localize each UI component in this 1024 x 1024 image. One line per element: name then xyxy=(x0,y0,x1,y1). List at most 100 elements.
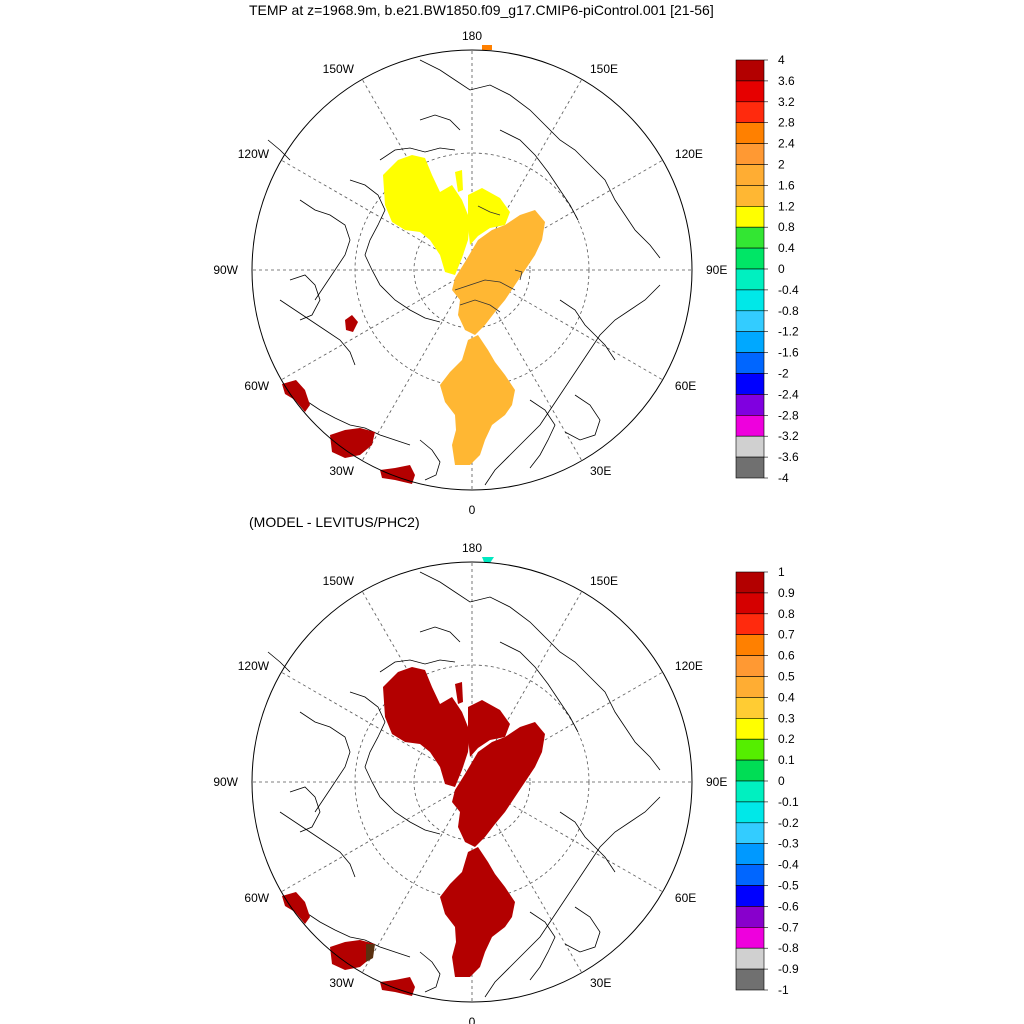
colorbar-swatch xyxy=(735,456,765,479)
colorbar-swatch xyxy=(735,697,765,719)
longitude-label: 0 xyxy=(469,1015,476,1024)
longitude-label: 120W xyxy=(238,659,270,673)
colorbar-label: -0.6 xyxy=(778,899,799,913)
colorbar-label: 0.8 xyxy=(778,220,795,234)
longitude-label: 60E xyxy=(675,891,696,905)
colorbar-label: 1.2 xyxy=(778,199,795,213)
colorbar-swatch xyxy=(735,885,765,907)
colorbar-label: 0.7 xyxy=(778,628,795,642)
polar-map-panel-2: 180 150E 120E 90E 60E 30E 0 30W 60W 90W 120W 150W 1… xyxy=(213,541,799,1024)
colorbar-swatch xyxy=(735,310,765,332)
difference-fill-regions xyxy=(282,667,545,996)
colorbar-swatch xyxy=(735,289,765,312)
colorbar-label: -0.5 xyxy=(778,879,799,893)
colorbar-swatch xyxy=(735,571,765,594)
colorbar-swatch xyxy=(735,613,765,635)
colorbar-label: 0 xyxy=(778,774,785,788)
colorbar-swatch xyxy=(735,655,765,677)
longitude-label: 60W xyxy=(244,379,269,393)
difference-fill-region-cyan xyxy=(482,557,494,563)
colorbar: 4 3.6 3.2 2.8 2.4 2 1.6 1.2 0.8 0.4 0 -0.4 -0.8 -1.2 -… xyxy=(735,53,799,485)
colorbar-swatch xyxy=(735,780,765,803)
longitude-label: 150W xyxy=(323,62,355,76)
longitude-label: 0 xyxy=(469,503,476,517)
colorbar-swatch xyxy=(735,122,765,144)
colorbar-label: 0.2 xyxy=(778,732,795,746)
colorbar-swatch xyxy=(735,414,765,437)
colorbar-swatch xyxy=(735,634,765,656)
colorbar-label: -0.7 xyxy=(778,920,799,934)
colorbar-swatch xyxy=(735,759,765,782)
colorbar-label: -1.6 xyxy=(778,346,799,360)
colorbar-label: 0.4 xyxy=(778,690,795,704)
colorbar-swatch xyxy=(735,926,765,949)
longitude-label: 30E xyxy=(590,464,611,478)
colorbar-swatch xyxy=(735,864,765,886)
longitude-label: 30E xyxy=(590,976,611,990)
temperature-fill-regions xyxy=(282,45,545,484)
colorbar-label: -2.8 xyxy=(778,408,799,422)
colorbar-label: -0.8 xyxy=(778,304,799,318)
coastlines xyxy=(267,571,661,998)
colorbar-label: 0.9 xyxy=(778,586,795,600)
colorbar-label: -0.1 xyxy=(778,795,799,809)
colorbar-label: -0.8 xyxy=(778,941,799,955)
longitude-label: 120W xyxy=(238,147,270,161)
longitude-label: 30W xyxy=(329,976,354,990)
colorbar-swatch xyxy=(735,373,765,395)
colorbar-label: 0.1 xyxy=(778,753,795,767)
difference-map-title: (MODEL - LEVITUS/PHC2) xyxy=(249,514,420,530)
colorbar-swatch xyxy=(735,435,765,458)
colorbar-swatch xyxy=(735,947,765,970)
coastlines xyxy=(267,59,661,486)
colorbar-swatch xyxy=(735,185,765,207)
colorbar-label: -1 xyxy=(778,983,789,997)
map-boundary xyxy=(251,561,693,1003)
colorbar-swatch xyxy=(735,717,765,740)
colorbar-label: -3.2 xyxy=(778,429,799,443)
colorbar: 1 0.9 0.8 0.7 0.6 0.5 0.4 0.3 0.2 0.1 0 -0.1 -0.2 -0.… xyxy=(735,565,799,997)
colorbar-label: 0.4 xyxy=(778,241,795,255)
colorbar-swatch xyxy=(735,143,765,165)
colorbar-label: -0.4 xyxy=(778,283,799,297)
longitude-labels: 180 150E 120E 90E 60E 30E 0 30W 60W 90W 120W 150W xyxy=(213,541,727,1024)
longitude-label: 180 xyxy=(462,29,482,43)
colorbar-swatch xyxy=(735,164,765,186)
longitude-label: 150W xyxy=(323,574,355,588)
colorbar-swatch xyxy=(735,676,765,698)
longitude-label: 150E xyxy=(590,62,618,76)
colorbar-swatch xyxy=(735,843,765,865)
longitude-label: 120E xyxy=(675,147,703,161)
colorbar-label: -2.4 xyxy=(778,387,799,401)
colorbar-swatch xyxy=(735,592,765,615)
longitude-label: 150E xyxy=(590,574,618,588)
colorbar-swatch xyxy=(735,206,765,228)
contour-lines xyxy=(454,205,523,313)
colorbar-swatch xyxy=(735,101,765,124)
colorbar-label: 3.2 xyxy=(778,95,795,109)
colorbar-label: 0.3 xyxy=(778,711,795,725)
colorbar-label: -0.3 xyxy=(778,837,799,851)
colorbar-swatch xyxy=(735,822,765,844)
colorbar-swatch xyxy=(735,906,765,928)
colorbar-label: -4 xyxy=(778,471,789,485)
colorbar-swatch xyxy=(735,247,765,270)
colorbar-swatch xyxy=(735,268,765,291)
colorbar-swatch xyxy=(735,394,765,416)
colorbar-swatch xyxy=(735,968,765,991)
colorbar-swatch xyxy=(735,331,765,353)
colorbar-swatch xyxy=(735,738,765,761)
colorbar-swatch xyxy=(735,801,765,824)
colorbar-label: 0.5 xyxy=(778,670,795,684)
polar-map-panel-1: 180 150E 120E 90E 60E 30E 0 30W 60W 90W 120W 150W 4… xyxy=(213,29,799,517)
longitude-label: 90W xyxy=(213,263,238,277)
map-title: TEMP at z=1968.9m, b.e21.BW1850.f09_g17.… xyxy=(249,2,714,18)
colorbar-label: 2 xyxy=(778,158,785,172)
colorbar-label: 0.6 xyxy=(778,649,795,663)
colorbar-label: -1.2 xyxy=(778,325,799,339)
colorbar-swatch xyxy=(735,59,765,82)
colorbar-label: -0.4 xyxy=(778,858,799,872)
colorbar-swatch xyxy=(735,226,765,249)
colorbar-label: -0.9 xyxy=(778,962,799,976)
